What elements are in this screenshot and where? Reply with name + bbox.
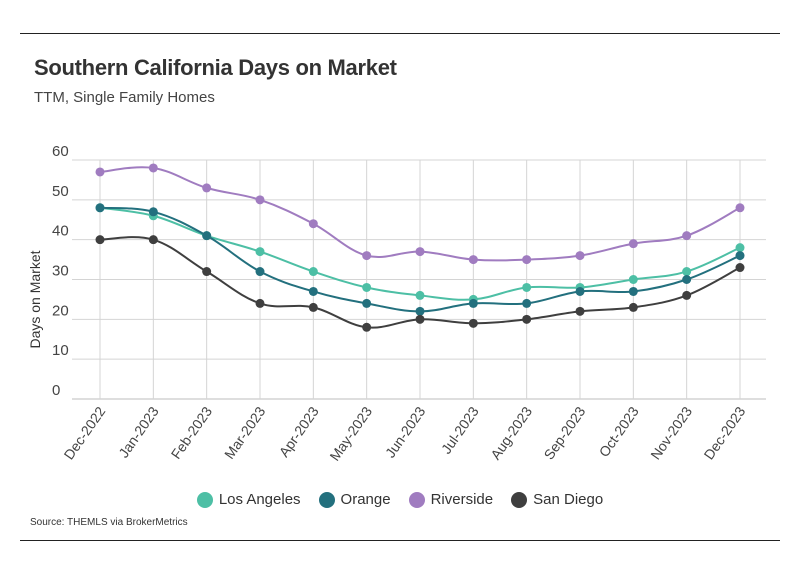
data-point-san-diego bbox=[628, 302, 638, 312]
data-point-orange bbox=[148, 207, 158, 217]
data-point-san-diego bbox=[255, 298, 265, 308]
data-point-orange bbox=[575, 286, 585, 296]
top-rule bbox=[20, 33, 780, 34]
x-tick-label: Dec-2023 bbox=[701, 403, 749, 462]
x-tick-label: Jul-2023 bbox=[438, 403, 482, 456]
y-axis-label: Days on Market bbox=[27, 250, 43, 348]
data-point-san-diego bbox=[682, 290, 692, 300]
x-tick-label: Jan-2023 bbox=[115, 403, 162, 460]
legend-label: Riverside bbox=[430, 491, 494, 508]
data-point-riverside bbox=[468, 255, 478, 265]
y-tick-label: 50 bbox=[52, 183, 69, 200]
legend-item-san-diego: San Diego bbox=[511, 491, 603, 508]
x-tick-label: Aug-2023 bbox=[487, 403, 535, 462]
data-point-san-diego bbox=[415, 314, 425, 324]
data-point-san-diego bbox=[148, 235, 158, 245]
chart-legend: Los Angeles Orange Riverside San Diego bbox=[0, 491, 800, 508]
data-point-orange bbox=[735, 251, 745, 261]
data-point-los-angeles bbox=[362, 282, 372, 292]
source-note: Source: THEMLS via BrokerMetrics bbox=[30, 517, 188, 528]
bottom-rule bbox=[20, 540, 780, 541]
chart-title: Southern California Days on Market bbox=[34, 55, 397, 80]
data-point-riverside bbox=[202, 183, 212, 193]
data-point-los-angeles bbox=[628, 275, 638, 284]
data-point-riverside bbox=[415, 247, 425, 257]
x-tick-label: Jun-2023 bbox=[382, 403, 429, 460]
data-point-riverside bbox=[255, 195, 265, 205]
data-point-san-diego bbox=[362, 322, 372, 332]
data-point-orange bbox=[308, 286, 318, 296]
data-point-orange bbox=[255, 267, 265, 277]
data-point-riverside bbox=[95, 167, 105, 177]
x-tick-label: Oct-2023 bbox=[596, 403, 642, 460]
data-point-san-diego bbox=[735, 263, 745, 273]
y-tick-label: 30 bbox=[52, 263, 69, 280]
legend-swatch bbox=[408, 491, 425, 508]
data-point-orange bbox=[95, 203, 105, 213]
data-point-los-angeles bbox=[308, 267, 318, 277]
y-tick-label: 10 bbox=[52, 342, 69, 359]
data-point-riverside bbox=[682, 231, 692, 241]
data-point-orange bbox=[468, 298, 478, 308]
data-point-san-diego bbox=[468, 318, 478, 328]
data-point-orange bbox=[522, 298, 532, 308]
data-point-riverside bbox=[362, 251, 372, 261]
data-point-orange bbox=[202, 231, 212, 241]
x-tick-label: Nov-2023 bbox=[647, 403, 695, 462]
x-tick-label: Feb-2023 bbox=[168, 403, 216, 461]
legend-item-orange: Orange bbox=[318, 491, 391, 508]
legend-label: Los Angeles bbox=[218, 491, 301, 508]
data-point-orange bbox=[415, 306, 425, 316]
data-point-orange bbox=[628, 286, 638, 296]
data-point-los-angeles bbox=[682, 267, 692, 277]
y-tick-label: 20 bbox=[52, 302, 69, 319]
x-tick-label: Mar-2023 bbox=[221, 403, 269, 461]
data-point-san-diego bbox=[95, 235, 105, 245]
x-tick-label: Sep-2023 bbox=[541, 403, 589, 462]
data-point-orange bbox=[362, 298, 372, 308]
x-tick-label: Dec-2022 bbox=[61, 403, 109, 462]
legend-swatch bbox=[318, 491, 335, 508]
data-point-los-angeles bbox=[255, 247, 265, 257]
legend-item-los-angeles: Los Angeles bbox=[196, 491, 301, 508]
legend-swatch bbox=[196, 491, 213, 508]
data-point-riverside bbox=[148, 163, 158, 173]
y-tick-label: 40 bbox=[52, 223, 69, 240]
data-point-san-diego bbox=[522, 314, 532, 324]
y-tick-label: 0 bbox=[52, 382, 60, 399]
data-point-riverside bbox=[575, 251, 585, 261]
y-tick-label: 60 bbox=[52, 143, 69, 160]
data-point-san-diego bbox=[308, 302, 318, 312]
data-point-los-angeles bbox=[735, 243, 745, 253]
legend-label: Orange bbox=[340, 491, 391, 508]
chart-subtitle: TTM, Single Family Homes bbox=[34, 89, 215, 106]
data-point-los-angeles bbox=[522, 282, 532, 292]
data-point-riverside bbox=[522, 255, 532, 265]
x-tick-label: Apr-2023 bbox=[276, 403, 322, 460]
x-tick-label: May-2023 bbox=[326, 403, 375, 463]
data-point-los-angeles bbox=[415, 290, 425, 300]
data-point-san-diego bbox=[202, 267, 212, 277]
data-point-riverside bbox=[735, 203, 745, 213]
legend-item-riverside: Riverside bbox=[408, 491, 494, 508]
data-point-orange bbox=[682, 275, 692, 284]
legend-label: San Diego bbox=[533, 491, 604, 508]
data-point-riverside bbox=[628, 239, 638, 249]
data-point-san-diego bbox=[575, 306, 585, 316]
legend-swatch bbox=[511, 491, 528, 508]
data-point-riverside bbox=[308, 219, 318, 229]
